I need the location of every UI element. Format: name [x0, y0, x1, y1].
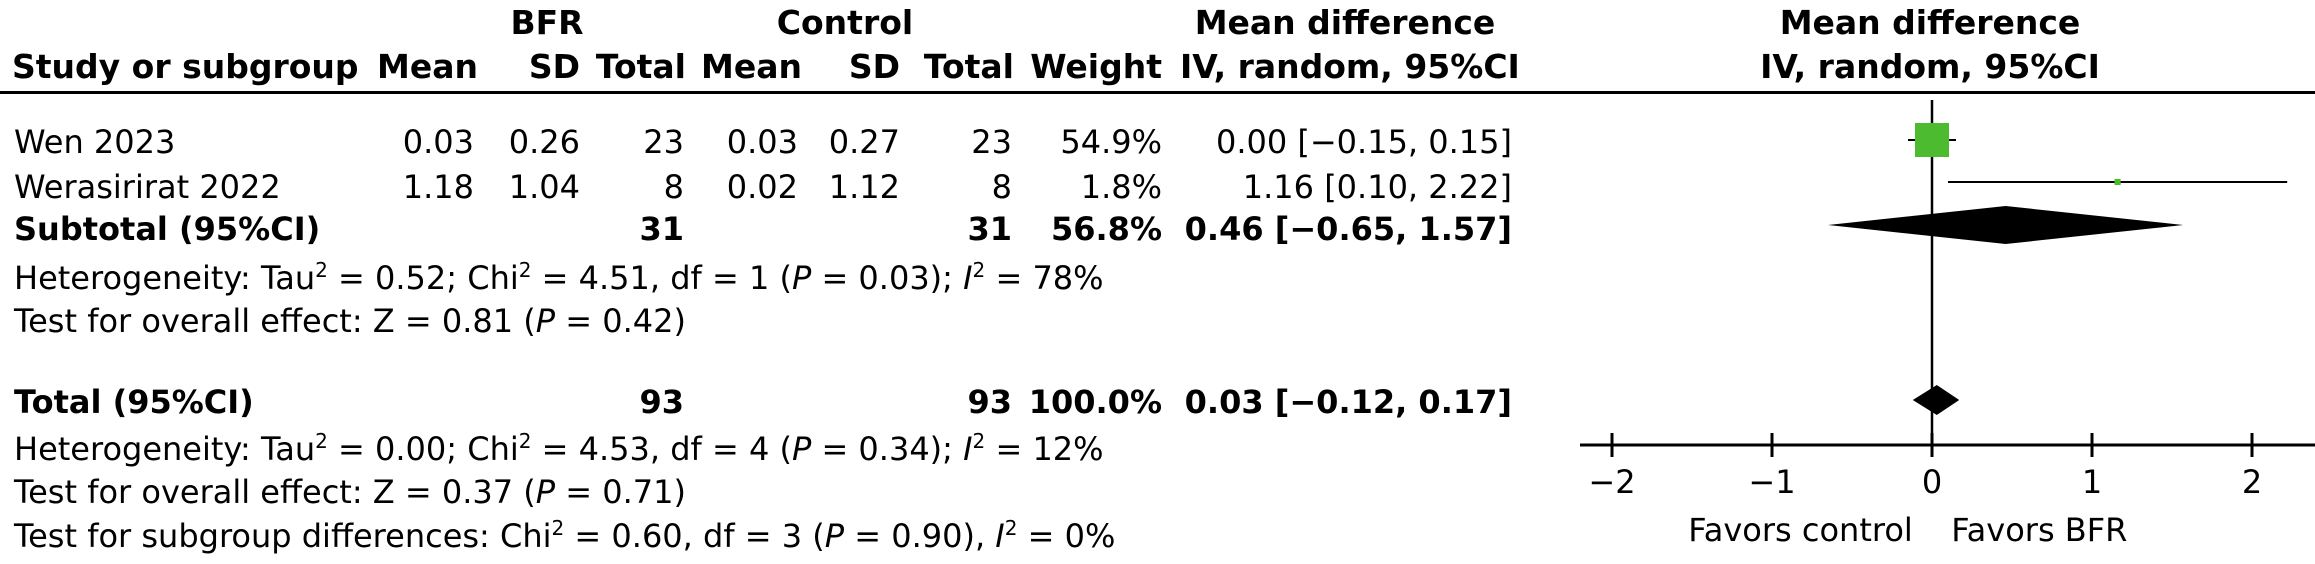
favors-right-label: Favors BFR: [1951, 511, 2127, 549]
pooled-effect-diamond: [1828, 206, 2183, 244]
study-effect-marker: [1915, 123, 1949, 157]
x-tick-label: 0: [1922, 463, 1942, 501]
x-tick-label: −1: [1748, 463, 1795, 501]
x-tick-label: 2: [2242, 463, 2262, 501]
favors-left-label: Favors control: [1688, 511, 1913, 549]
x-tick-label: −2: [1588, 463, 1635, 501]
x-tick-label: 1: [2082, 463, 2102, 501]
study-effect-marker: [2115, 179, 2121, 185]
pooled-effect-diamond: [1913, 385, 1959, 415]
